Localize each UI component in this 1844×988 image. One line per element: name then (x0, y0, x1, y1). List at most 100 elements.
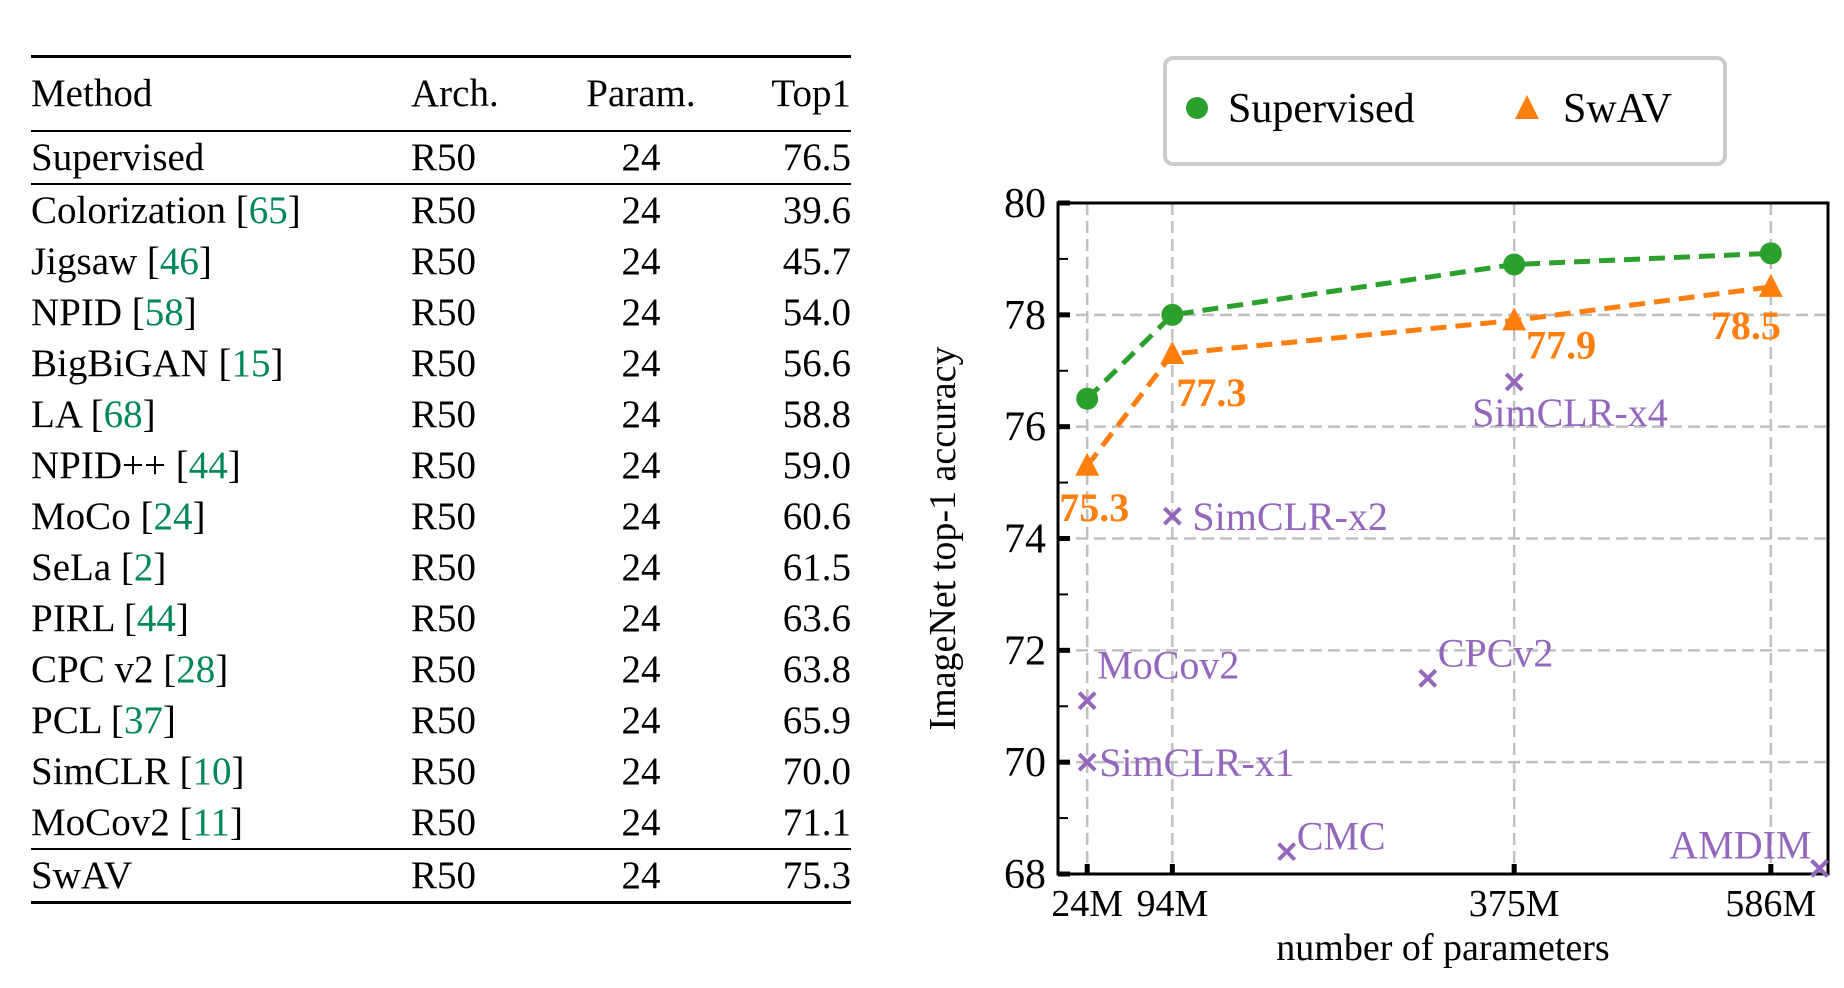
citation-link[interactable]: 24 (153, 495, 193, 538)
param-cell: 24 (621, 189, 661, 232)
x-tick-label: 586M (1725, 883, 1816, 925)
citation-link[interactable]: 11 (192, 801, 231, 844)
method-cell: SeLa [2] (31, 546, 167, 589)
param-cell: 24 (621, 291, 661, 334)
method-name: NPID (31, 291, 123, 334)
table-row: MoCo [24] R50 24 60.6 (31, 491, 851, 542)
arch-cell: R50 (411, 546, 477, 589)
method-cell: Jigsaw [46] (31, 240, 212, 283)
series-lines (1085, 250, 1772, 468)
method-cell: BigBiGAN [15] (31, 342, 284, 385)
param-cell: 24 (621, 240, 661, 283)
legend: Supervised SwAV (1163, 56, 1727, 166)
y-tick-label: 74 (1004, 517, 1046, 563)
top1-cell: 63.6 (782, 597, 851, 640)
top1-cell: 63.8 (782, 648, 851, 691)
data-point-supervised (1759, 242, 1782, 265)
arch-cell: R50 (411, 444, 477, 487)
table-row: NPID [58] R50 24 54.0 (31, 287, 851, 338)
method-cell: SimCLR [10] (31, 750, 245, 793)
x-marker-stroke (1418, 668, 1438, 688)
method-annotation: AMDIM (1669, 822, 1811, 867)
table-row: NPID++ [44] R50 24 59.0 (31, 440, 851, 491)
method-name: BigBiGAN (31, 342, 209, 385)
data-point-supervised (1503, 253, 1526, 276)
table-row: MoCov2 [11] R50 24 71.1 (31, 797, 851, 849)
table-footer: SwAV R50 24 75.3 (31, 849, 851, 903)
top1-cell: 45.7 (782, 240, 851, 283)
citation-link[interactable]: 2 (133, 546, 154, 589)
x-marker-stroke (1277, 842, 1297, 862)
table-row: SeLa [2] R50 24 61.5 (31, 542, 851, 593)
x-marker-stroke (1810, 858, 1829, 878)
legend-marker-swav (1515, 95, 1539, 119)
data-label: 77.3 (1176, 370, 1246, 415)
method-name: Colorization (31, 189, 226, 232)
arch-cell: R50 (411, 240, 477, 283)
x-marker-mocov2 (1077, 691, 1097, 711)
x-tick-label: 375M (1469, 883, 1560, 925)
data-point-swav (1075, 452, 1100, 476)
legend-marker-supervised (1186, 97, 1208, 119)
x-marker-simclr-x4 (1504, 372, 1524, 392)
table-row: CPC v2 [28] R50 24 63.8 (31, 644, 851, 695)
data-label: 78.5 (1711, 303, 1781, 348)
method-annotation: SimCLR-x2 (1192, 494, 1388, 539)
method-cell: CPC v2 [28] (31, 648, 229, 691)
citation-link[interactable]: 68 (103, 393, 143, 436)
top1-cell: 39.6 (782, 189, 851, 232)
arch-cell: R50 (411, 699, 477, 742)
legend-label-supervised: Supervised (1228, 86, 1415, 132)
arch-cell: R50 (411, 854, 477, 897)
citation-link[interactable]: 58 (144, 291, 184, 334)
citation-link[interactable]: 44 (188, 444, 228, 487)
method-cell: SwAV (31, 854, 133, 897)
method-cell: NPID++ [44] (31, 444, 241, 487)
x-marker-simclr-x1 (1077, 752, 1097, 772)
markers (1075, 242, 1829, 878)
table-row-swav: SwAV R50 24 75.3 (31, 849, 851, 903)
legend-box (1163, 56, 1727, 166)
method-name: Jigsaw (31, 240, 138, 283)
param-cell: 24 (621, 699, 661, 742)
param-cell: 24 (621, 393, 661, 436)
param-cell: 24 (621, 597, 661, 640)
citation-link[interactable]: 46 (159, 240, 199, 283)
arch-cell: R50 (411, 648, 477, 691)
citation-link[interactable]: 15 (231, 342, 271, 385)
table-row: Colorization [65] R50 24 39.6 (31, 184, 851, 236)
method-name: NPID++ (31, 444, 166, 487)
citation-link[interactable]: 44 (136, 597, 176, 640)
method-cell: MoCo [24] (31, 495, 206, 538)
arch-cell: R50 (411, 189, 477, 232)
citation-link[interactable]: 10 (192, 750, 232, 793)
axes: 68 70 72 74 76 78 80 24M 94M 375M 586M (1004, 181, 1830, 925)
table-row: PIRL [44] R50 24 63.6 (31, 593, 851, 644)
data-point-swav (1758, 273, 1783, 297)
x-marker-stroke (1077, 752, 1097, 772)
table-row: Jigsaw [46] R50 24 45.7 (31, 236, 851, 287)
data-label: 75.3 (1059, 485, 1129, 530)
top1-cell: 65.9 (782, 699, 851, 742)
method-name: PCL (31, 699, 102, 742)
top1-cell: 61.5 (782, 546, 851, 589)
param-cell: 24 (621, 342, 661, 385)
method-name: SeLa (31, 546, 112, 589)
citation-link[interactable]: 28 (176, 648, 216, 691)
arch-cell: R50 (411, 495, 477, 538)
top1-cell: 54.0 (782, 291, 851, 334)
header-method: Method (31, 72, 153, 115)
table-header-row: Method Arch. Param. Top1 (31, 56, 851, 131)
citation-link[interactable]: 65 (248, 189, 288, 232)
top1-cell: 59.0 (782, 444, 851, 487)
method-name: MoCo (31, 495, 131, 538)
y-tick-label: 76 (1004, 405, 1046, 451)
citation-link[interactable]: 37 (123, 699, 163, 742)
top1-cell: 70.0 (782, 750, 851, 793)
method-name: PIRL (31, 597, 115, 640)
method-cell: PIRL [44] (31, 597, 189, 640)
top1-cell: 60.6 (782, 495, 851, 538)
method-cell: LA [68] (31, 393, 156, 436)
arch-cell: R50 (411, 291, 477, 334)
